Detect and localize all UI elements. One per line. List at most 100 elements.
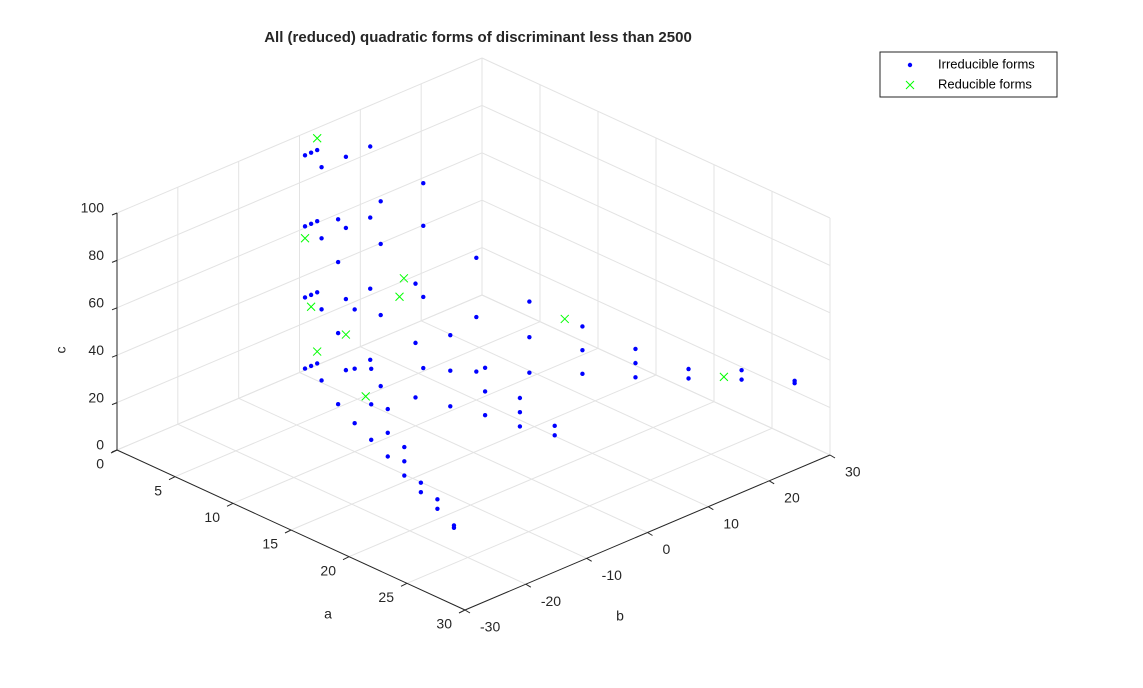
data-point <box>385 430 390 436</box>
legend-label: Irreducible forms <box>938 56 1035 71</box>
data-point <box>312 133 322 143</box>
data-point <box>474 314 479 320</box>
data-point <box>402 473 407 478</box>
y-tick <box>829 454 836 459</box>
data-point <box>308 221 314 226</box>
data-point <box>580 371 585 377</box>
data-point <box>474 255 479 260</box>
data-point <box>302 366 308 371</box>
data-point <box>395 292 404 302</box>
z-tick <box>111 212 118 216</box>
data-point <box>343 296 349 302</box>
data-point <box>314 147 320 153</box>
data-point <box>580 347 585 353</box>
legend-swatch <box>907 62 913 68</box>
y-tick <box>768 480 775 485</box>
data-point <box>482 365 488 370</box>
data-point <box>352 366 357 371</box>
data-point <box>402 459 407 464</box>
data-point <box>378 312 383 318</box>
z-axis-label: c <box>53 347 69 354</box>
data-point <box>335 217 341 222</box>
data-point <box>368 286 373 291</box>
z-tick-label: 20 <box>88 389 104 405</box>
data-point <box>402 444 407 450</box>
data-point <box>352 307 357 312</box>
z-tick-label: 100 <box>81 200 105 216</box>
grid-line <box>360 346 709 508</box>
y-tick-label: 20 <box>784 490 800 506</box>
data-point <box>300 233 310 243</box>
data-point <box>385 406 390 412</box>
data-point <box>413 395 418 400</box>
grid-line <box>116 104 483 261</box>
data-point <box>421 223 426 229</box>
data-point <box>517 424 523 429</box>
grid-line <box>481 152 831 314</box>
data-point <box>686 376 691 381</box>
data-point <box>517 410 523 415</box>
data-point <box>368 215 373 220</box>
data-point <box>368 144 373 149</box>
data-point <box>418 480 424 485</box>
data-point <box>792 378 797 383</box>
data-point <box>527 370 532 375</box>
data-point <box>633 360 638 366</box>
y-tick-label: -10 <box>602 567 622 583</box>
grid-line <box>481 247 831 409</box>
z-tick <box>111 402 118 406</box>
legend-swatch <box>905 80 915 90</box>
legend-box <box>879 51 1058 98</box>
x-tick-label: 5 <box>154 482 162 498</box>
z-tick <box>111 449 118 453</box>
data-point <box>399 273 409 283</box>
data-point <box>633 375 638 380</box>
y-tick <box>525 583 532 588</box>
x-tick <box>284 529 292 534</box>
data-point <box>368 357 373 362</box>
data-point <box>335 402 341 407</box>
data-point <box>421 180 426 186</box>
data-point <box>319 164 324 170</box>
grid-line <box>481 294 831 456</box>
data-point <box>418 489 424 495</box>
grid-line <box>238 397 587 559</box>
data-point <box>314 290 320 295</box>
grid-line <box>481 104 831 266</box>
y-tick <box>708 506 714 511</box>
data-point <box>352 421 357 426</box>
grid-line <box>481 199 831 361</box>
data-point <box>482 412 488 418</box>
data-point <box>335 259 341 265</box>
data-point <box>482 389 488 394</box>
data-point <box>421 294 426 300</box>
y-tick <box>647 532 653 536</box>
data-point <box>378 199 383 204</box>
z-tick-label: 40 <box>88 342 104 358</box>
data-point <box>739 377 744 382</box>
data-point <box>343 225 349 231</box>
data-point <box>413 281 418 286</box>
z-tick-label: 0 <box>96 437 104 453</box>
data-point <box>451 523 457 528</box>
data-point <box>308 363 314 369</box>
data-point <box>343 154 349 160</box>
data-point <box>314 219 320 224</box>
z-tick-label: 80 <box>88 247 104 263</box>
x-tick-label: 0 <box>96 456 104 472</box>
data-point <box>319 378 324 383</box>
z-tick <box>111 354 118 358</box>
x-axis-label: a <box>324 606 332 622</box>
data-point <box>302 295 308 300</box>
data-point <box>302 153 308 158</box>
data-point <box>361 392 371 401</box>
data-point <box>302 224 308 229</box>
data-point <box>385 454 390 459</box>
grid-line <box>299 372 648 533</box>
x-tick <box>226 502 234 507</box>
x-tick-label: 25 <box>378 589 394 605</box>
data-point <box>686 366 691 372</box>
data-point <box>369 402 374 407</box>
